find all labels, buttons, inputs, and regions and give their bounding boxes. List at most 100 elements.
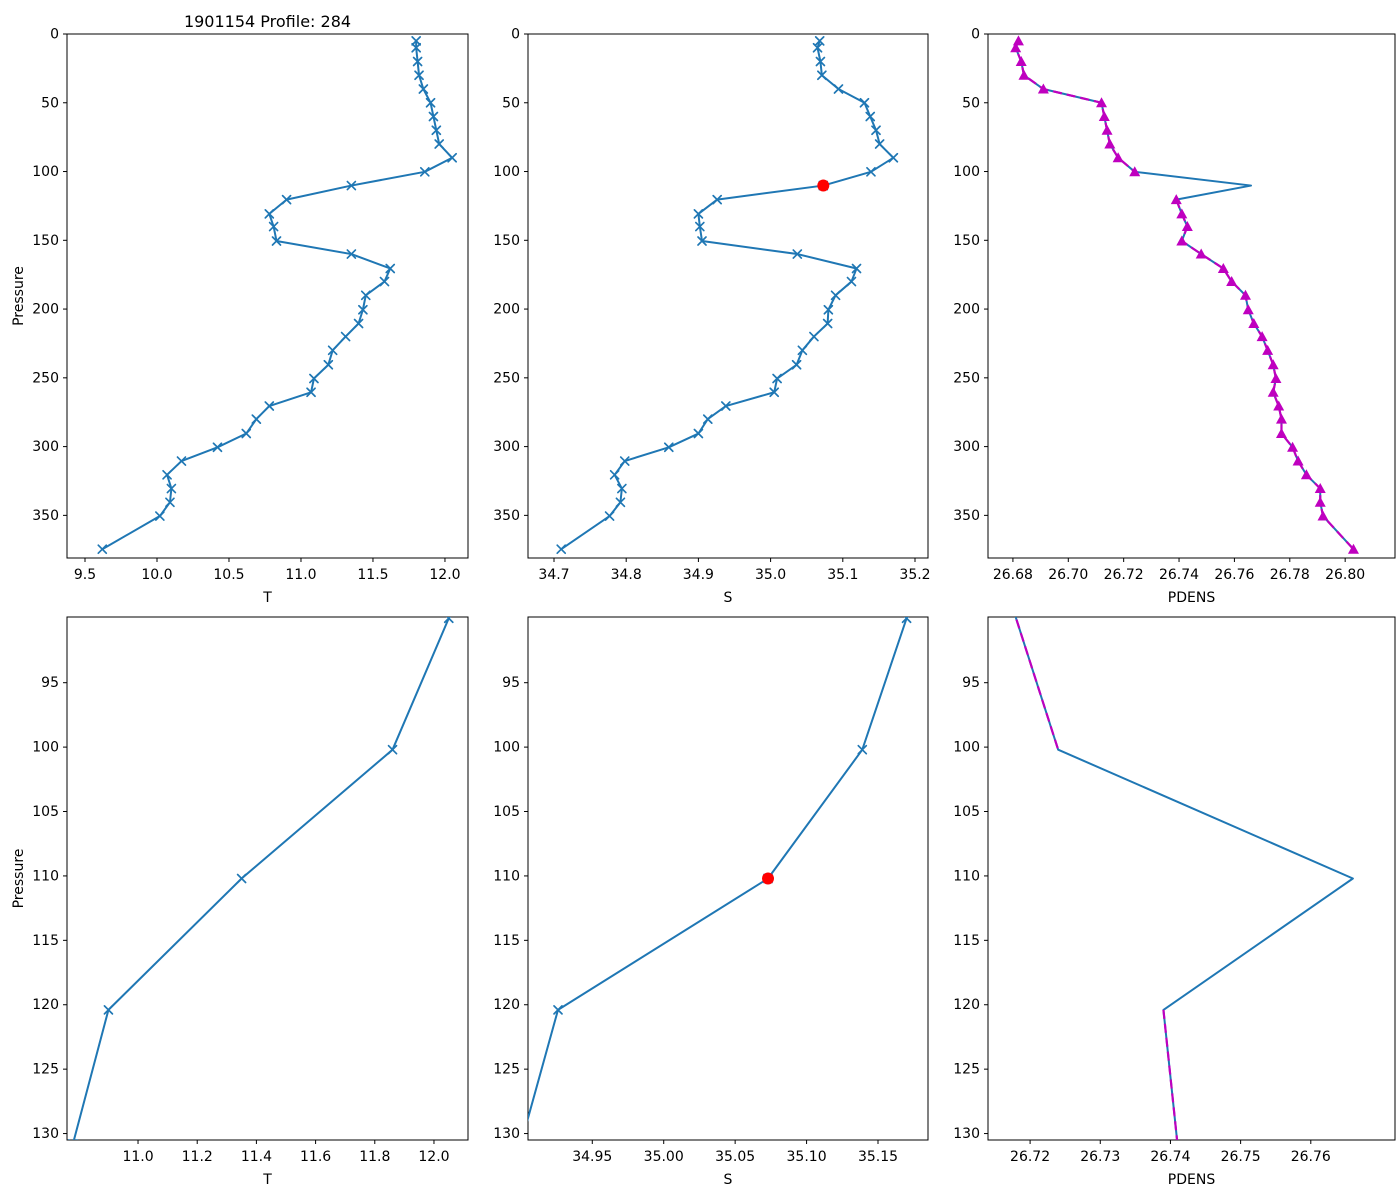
- x-marker-icon: [281, 194, 292, 205]
- x-marker-icon: [822, 318, 833, 329]
- triangle-marker-icon: [1314, 496, 1326, 507]
- triangle-marker-icon: [1018, 69, 1030, 80]
- y-tick-label: 95: [962, 675, 980, 691]
- x-tick-label: 35.1: [827, 567, 858, 583]
- x-markers: [553, 617, 912, 1015]
- x-marker-icon: [271, 236, 282, 246]
- x-tick-label: 11.4: [241, 1149, 272, 1165]
- x-marker-icon: [241, 428, 252, 439]
- y-tick-label: 115: [493, 933, 520, 949]
- x-marker-icon: [851, 263, 862, 274]
- x-tick-label: 34.7: [538, 567, 569, 583]
- x-marker-icon: [387, 744, 398, 755]
- y-tick-label: 0: [511, 27, 520, 43]
- triangle-marker-icon: [1287, 441, 1299, 452]
- profile-line-pdens-full: [1014, 40, 1355, 550]
- triangle-marker-icon: [1170, 194, 1182, 205]
- x-marker-icon: [385, 263, 396, 274]
- flagged-point-dot: [817, 179, 830, 192]
- x-marker-icon: [833, 84, 844, 94]
- triangle-marker-icon: [1217, 262, 1229, 273]
- triangle-marker-icon: [1317, 510, 1329, 521]
- x-marker-icon: [815, 56, 826, 67]
- x-axis-label-s-full: S: [724, 590, 733, 606]
- x-marker-icon: [309, 373, 319, 384]
- x-marker-icon: [340, 331, 351, 342]
- x-axis-label-t-full: T: [262, 590, 272, 606]
- triangle-marker-icon: [1267, 386, 1279, 397]
- triangle-marker-icon: [1314, 483, 1326, 494]
- x-marker-icon: [97, 544, 108, 555]
- y-tick-label: 100: [32, 164, 59, 180]
- x-marker-icon: [264, 401, 275, 411]
- x-tick-label: 26.72: [1010, 1149, 1050, 1165]
- axes-frame-s-full: [527, 33, 929, 559]
- y-tick-label: 125: [493, 1062, 520, 1078]
- x-marker-icon: [814, 36, 825, 46]
- x-marker-icon: [434, 139, 445, 149]
- x-tick-label: 26.72: [1104, 567, 1144, 583]
- x-marker-icon: [791, 359, 802, 370]
- x-tick-label: 12.0: [418, 1149, 449, 1165]
- x-marker-icon: [346, 249, 357, 259]
- x-marker-icon: [663, 442, 674, 453]
- y-tick-label: 150: [493, 233, 520, 249]
- x-marker-icon: [103, 1005, 114, 1015]
- x-ticks-s-zoom: 34.95 35.00 35.05 35.10 35.15: [572, 1140, 898, 1165]
- triangle-marker-icon: [1262, 344, 1274, 355]
- y-tick-label: 200: [493, 302, 520, 318]
- x-marker-icon: [865, 111, 876, 122]
- x-tick-label: 11.0: [285, 567, 316, 583]
- x-marker-icon: [702, 414, 713, 424]
- triangle-marker-icon: [1226, 276, 1238, 287]
- x-marker-icon: [615, 497, 626, 508]
- y-tick-label: 150: [953, 233, 980, 249]
- triangle-marker-icon: [1176, 235, 1188, 246]
- x-marker-icon: [694, 221, 705, 232]
- x-marker-icon: [772, 373, 782, 384]
- y-tick-label: 125: [953, 1062, 980, 1078]
- y-tick-label: 95: [502, 675, 520, 691]
- x-tick-label: 26.78: [1270, 567, 1310, 583]
- y-ticks-pdens-full: 0 50 100 150 200 250 300 350: [953, 27, 988, 524]
- x-marker-icon: [697, 236, 707, 246]
- x-marker-icon: [418, 84, 429, 94]
- x-tick-label: 35.15: [858, 1149, 898, 1165]
- x-marker-icon: [797, 345, 808, 356]
- x-marker-icon: [866, 166, 876, 177]
- x-marker-icon: [846, 276, 857, 287]
- x-marker-icon: [693, 209, 704, 219]
- y-tick-label: 110: [953, 868, 980, 884]
- x-marker-icon: [358, 304, 368, 315]
- y-tick-label: 120: [953, 997, 980, 1013]
- x-marker-icon: [162, 469, 172, 480]
- x-marker-icon: [212, 442, 223, 453]
- y-tick-label: 130: [953, 1126, 980, 1142]
- x-marker-icon: [414, 70, 424, 81]
- y-tick-label: 115: [953, 933, 980, 949]
- series-s-full: [556, 36, 899, 555]
- x-marker-icon: [859, 97, 870, 108]
- y-ticks-pdens-zoom: 95 100 105 110 115 120 125 130: [953, 675, 988, 1142]
- profile-line-s-zoom: [528, 617, 908, 1122]
- x-tick-label: 34.9: [683, 567, 714, 583]
- y-tick-label: 300: [953, 439, 980, 455]
- x-axis-label-pdens-zoom: PDENS: [1168, 1172, 1216, 1188]
- y-tick-label: 150: [32, 233, 59, 249]
- x-marker-icon: [553, 1005, 563, 1015]
- triangle-marker-icon: [1010, 42, 1022, 53]
- triangle-marker-icon: [1248, 318, 1260, 329]
- triangle-marker-icon: [1015, 56, 1027, 67]
- x-marker-icon: [817, 70, 827, 81]
- x-tick-label: 10.0: [141, 567, 172, 583]
- x-marker-icon: [901, 617, 912, 624]
- triangle-marker-icon: [1101, 124, 1113, 135]
- plot-t-full: 9.5 10.0 10.5 11.0 11.5 12.0 0 50 100 150 200 250 30…: [11, 27, 469, 606]
- y-tick-label: 120: [493, 997, 520, 1013]
- profile-line-s-full: [560, 40, 895, 551]
- x-marker-icon: [693, 428, 704, 439]
- triangle-marker-icon: [1037, 83, 1049, 94]
- triangle-marker-icon: [1098, 111, 1110, 122]
- x-marker-icon: [792, 249, 803, 259]
- y-tick-label: 100: [493, 164, 520, 180]
